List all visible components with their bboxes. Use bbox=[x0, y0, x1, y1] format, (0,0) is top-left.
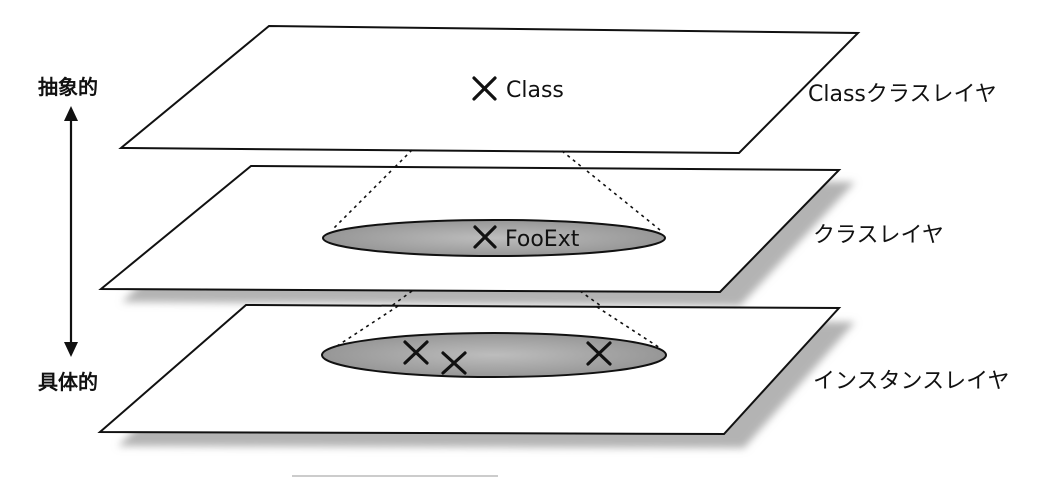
layer-3-name: インスタンスレイヤ bbox=[813, 369, 1009, 394]
connector-line bbox=[596, 306, 661, 349]
connector-line bbox=[586, 170, 661, 231]
connector-line bbox=[333, 290, 413, 349]
layer-3-point-mark bbox=[586, 341, 612, 366]
layer-2-name: クラスレイヤ bbox=[813, 223, 944, 248]
layer-3-point-mark bbox=[441, 351, 467, 375]
abstraction-axis-arrow bbox=[64, 106, 78, 357]
layer-1-plane bbox=[118, 24, 861, 155]
layer-1-name: Classクラスレイヤ bbox=[808, 82, 997, 107]
layer-1-point-mark bbox=[472, 76, 497, 101]
layer-2-point-mark bbox=[473, 225, 497, 249]
layer-2-point-label: FooExt bbox=[505, 227, 580, 252]
connector-line bbox=[333, 305, 399, 349]
layer-1-point-label: Class bbox=[506, 78, 564, 103]
layer-2-region bbox=[322, 219, 666, 257]
arrow-down-icon bbox=[64, 342, 78, 357]
axis-top-label: 抽象的 bbox=[38, 75, 98, 99]
layer-3-region bbox=[321, 332, 667, 378]
axis-bottom-label: 具体的 bbox=[38, 370, 98, 394]
layer-3-point-mark bbox=[403, 340, 429, 365]
arrow-up-icon bbox=[64, 106, 78, 121]
